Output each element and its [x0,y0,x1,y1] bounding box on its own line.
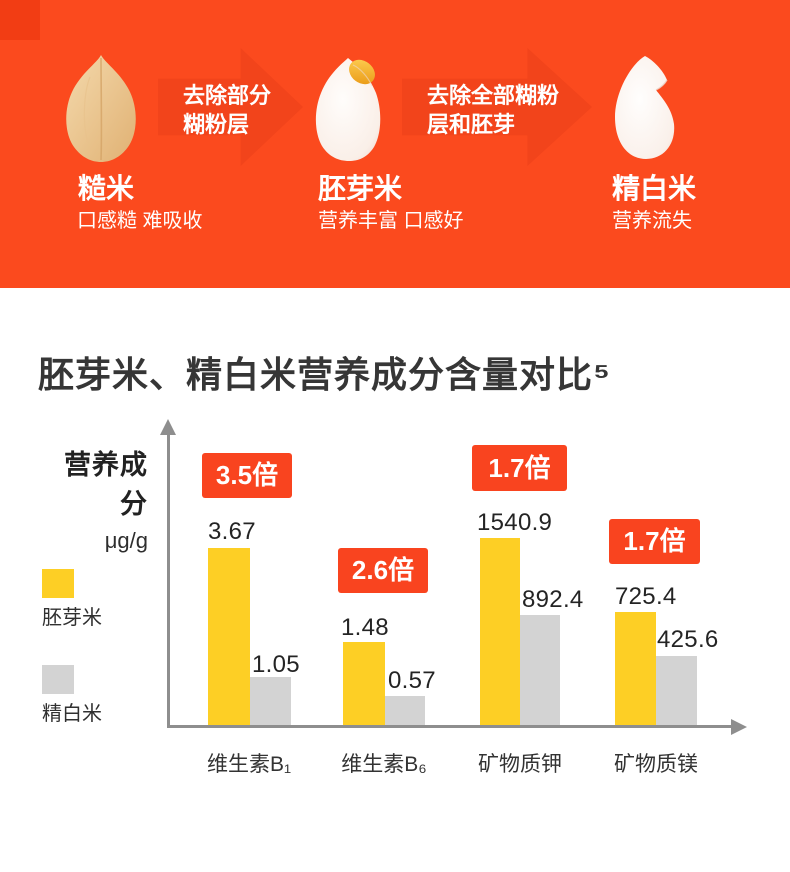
corner-accent [0,0,40,40]
value-white-rice-potassium: 892.4 [522,586,584,613]
category-label-vitamin-b6: 维生素B₆ [341,753,427,776]
germ-rice-icon [315,58,381,161]
bar-white-rice-vitamin-b6 [385,696,425,726]
bar-germ-rice-potassium [480,538,520,726]
y-axis-unit-label: 营养成分 μg/g [64,450,148,553]
bar-germ-rice-vitamin-b1 [208,548,250,726]
process-arrow-2: 去除全部糊粉 层和胚芽 [402,48,592,166]
ratio-badge-vitamin-b6: 2.6倍 [338,548,428,593]
value-white-rice-vitamin-b1: 1.05 [252,651,300,678]
ratio-badge-vitamin-b1: 3.5倍 [202,453,292,498]
process-arrow-1: 去除部分 糊粉层 [158,48,303,166]
hero-process-section: 去除部分 糊粉层 去除全部糊粉 层和胚芽 [0,0,790,288]
brown-rice-icon [66,55,136,162]
legend-swatch-germ-rice [42,569,74,598]
x-axis-arrow [731,719,747,735]
legend-label-germ-rice: 胚芽米 [42,607,102,629]
value-white-rice-vitamin-b6: 0.57 [388,667,436,694]
category-label-potassium: 矿物质钾 [478,753,562,776]
bar-white-rice-vitamin-b1 [250,677,291,726]
y-axis [167,434,170,725]
value-germ-rice-vitamin-b6: 1.48 [341,614,389,641]
bar-germ-rice-vitamin-b6 [343,642,385,726]
stage-name-brown-rice: 糙米 [78,173,135,204]
stage-desc-brown-rice: 口感糙 难吸收 [77,210,203,232]
value-germ-rice-potassium: 1540.9 [477,509,553,536]
stage-name-white-rice: 精白米 [612,173,697,204]
process-arrow-2-label: 去除全部糊粉 层和胚芽 [427,83,560,137]
ratio-badge-magnesium: 1.7倍 [609,519,700,564]
bar-germ-rice-magnesium [615,612,656,726]
legend-label-white-rice: 精白米 [42,703,102,725]
value-germ-rice-vitamin-b1: 3.67 [208,518,256,545]
x-axis [167,725,733,728]
category-label-magnesium: 矿物质镁 [614,753,698,776]
bar-white-rice-magnesium [656,656,697,726]
stage-name-germ-rice: 胚芽米 [318,173,403,204]
legend-swatch-white-rice [42,665,74,694]
white-rice-icon [615,56,675,159]
category-label-vitamin-b1: 维生素B₁ [206,753,292,776]
ratio-badge-potassium: 1.7倍 [472,445,567,491]
value-white-rice-magnesium: 425.6 [657,626,719,653]
y-axis-arrow [160,419,176,435]
stage-desc-germ-rice: 营养丰富 口感好 [318,210,464,232]
chart-title: 胚芽米、精白米营养成分含量对比⁵ [38,354,611,395]
bar-white-rice-potassium [520,615,560,726]
stage-desc-white-rice: 营养流失 [612,210,692,232]
value-germ-rice-magnesium: 725.4 [615,583,677,610]
process-arrow-1-label: 去除部分 糊粉层 [183,83,272,137]
chart-section: 胚芽米、精白米营养成分含量对比⁵ 营养成分 μg/g 胚芽米 精白米 3.5倍 … [0,288,790,872]
